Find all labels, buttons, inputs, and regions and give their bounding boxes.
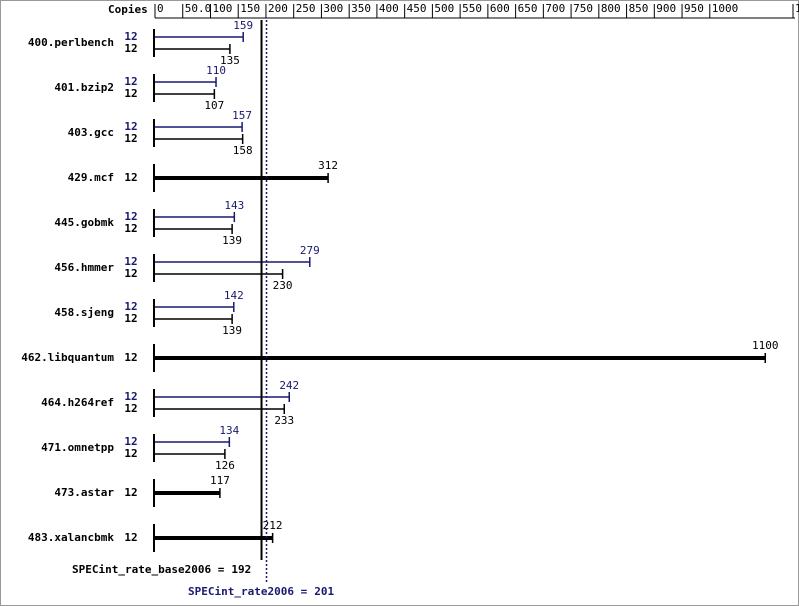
x-tick-label: 200 — [268, 2, 288, 15]
value-label: 142 — [224, 289, 244, 302]
x-tick-label: 800 — [601, 2, 621, 15]
category-label: 464.h264ref — [41, 396, 114, 409]
value-label: 242 — [279, 379, 299, 392]
value-label: 233 — [274, 414, 294, 427]
category-label: 429.mcf — [68, 171, 114, 184]
copies-label: 12 — [124, 267, 137, 280]
x-tick-label: 350 — [351, 2, 371, 15]
category-label: 401.bzip2 — [54, 81, 114, 94]
x-tick-label: 500 — [434, 2, 454, 15]
value-label: 126 — [215, 459, 235, 472]
copies-label: 12 — [124, 351, 137, 364]
category-label: 462.libquantum — [21, 351, 114, 364]
x-tick-label: 600 — [490, 2, 510, 15]
copies-label: 12 — [124, 171, 137, 184]
category-label: 458.sjeng — [54, 306, 114, 319]
value-label: 139 — [222, 324, 242, 337]
value-label: 110 — [206, 64, 226, 77]
copies-label: 12 — [124, 300, 137, 313]
category-label: 471.omnetpp — [41, 441, 114, 454]
summary-label: SPECint_rate_base2006 = — [72, 563, 225, 576]
value-label: 279 — [300, 244, 320, 257]
x-tick-label: 1000 — [712, 2, 739, 15]
copies-label: 12 — [124, 435, 137, 448]
value-label: 312 — [318, 159, 338, 172]
summary-text: SPECint_rate_base2006 = 192 — [72, 563, 251, 576]
category-label: 473.astar — [54, 486, 114, 499]
value-label: 134 — [219, 424, 239, 437]
x-tick-label: 950 — [684, 2, 704, 15]
copies-label: 12 — [124, 312, 137, 325]
copies-label: 12 — [124, 210, 137, 223]
value-label: 212 — [263, 519, 283, 532]
category-label: 456.hmmer — [54, 261, 114, 274]
copies-label: 12 — [124, 132, 137, 145]
copies-label: 12 — [124, 447, 137, 460]
value-label: 1100 — [752, 339, 779, 352]
summary-label: SPECint_rate2006 = — [188, 585, 308, 598]
x-tick-label: 50.0 — [185, 2, 212, 15]
summary-text: SPECint_rate2006 = 201 — [188, 585, 334, 598]
x-tick-label: 650 — [518, 2, 538, 15]
copies-label: 12 — [124, 75, 137, 88]
copies-label: 12 — [124, 222, 137, 235]
copies-label: 12 — [124, 30, 137, 43]
value-label: 157 — [232, 109, 252, 122]
value-label: 159 — [233, 19, 253, 32]
x-tick-label: 300 — [323, 2, 343, 15]
x-tick-label: 0 — [157, 2, 164, 15]
value-label: 135 — [220, 54, 240, 67]
value-label: 117 — [210, 474, 230, 487]
copies-label: 12 — [124, 120, 137, 133]
copies-label: 12 — [124, 486, 137, 499]
copies-label: 12 — [124, 42, 137, 55]
x-tick-label: 450 — [407, 2, 427, 15]
x-tick-label: 750 — [573, 2, 593, 15]
value-label: 230 — [273, 279, 293, 292]
summary-value: 192 — [231, 563, 251, 576]
x-tick-label: 900 — [656, 2, 676, 15]
x-tick-label: 700 — [545, 2, 565, 15]
copies-label: 12 — [124, 255, 137, 268]
x-tick-label: 550 — [462, 2, 482, 15]
copies-header: Copies — [108, 3, 148, 16]
category-label: 445.gobmk — [54, 216, 114, 229]
category-label: 483.xalancbmk — [28, 531, 114, 544]
x-tick-label: 850 — [629, 2, 649, 15]
x-tick-label: 150 — [240, 2, 260, 15]
value-label: 107 — [204, 99, 224, 112]
x-tick-label: 400 — [379, 2, 399, 15]
summary-value: 201 — [314, 585, 334, 598]
copies-label: 12 — [124, 402, 137, 415]
value-label: 158 — [233, 144, 253, 157]
value-label: 139 — [222, 234, 242, 247]
x-tick-label: 250 — [296, 2, 316, 15]
copies-label: 12 — [124, 531, 137, 544]
category-label: 403.gcc — [68, 126, 114, 139]
x-tick-label: 1150 — [795, 2, 799, 15]
category-label: 400.perlbench — [28, 36, 114, 49]
copies-label: 12 — [124, 390, 137, 403]
copies-label: 12 — [124, 87, 137, 100]
value-label: 143 — [224, 199, 244, 212]
x-tick-label: 100 — [212, 2, 232, 15]
